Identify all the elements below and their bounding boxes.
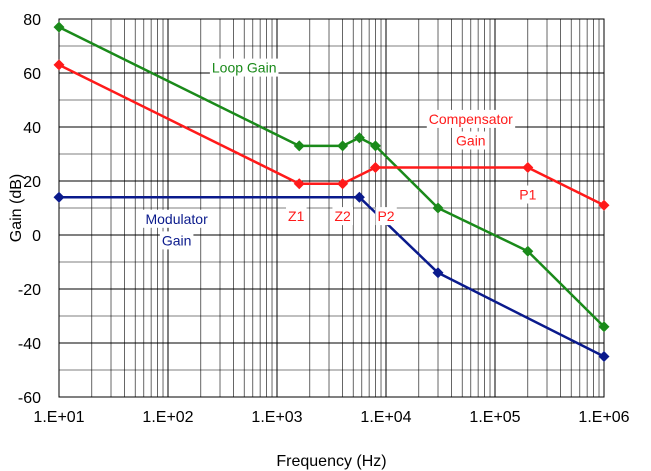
annotation-background [209, 58, 279, 77]
data-point-marker [598, 351, 610, 362]
x-tick-label: 1.E+01 [33, 409, 84, 426]
y-tick-label: -20 [18, 282, 41, 299]
annotation-label: Modulator [143, 209, 211, 228]
data-point-marker [432, 267, 444, 279]
series-compensator-gain [53, 59, 610, 211]
data-point-marker [293, 140, 305, 152]
annotation-label: Loop Gain [209, 58, 279, 77]
annotation-label: Gain [454, 131, 488, 150]
x-tick-label: 1.E+02 [142, 409, 193, 426]
series-modulator-gain [53, 191, 610, 362]
annotation-text: P1 [519, 187, 536, 203]
data-point-marker [369, 140, 381, 152]
y-tick-label: -60 [18, 390, 41, 407]
x-axis-title: Frequency (Hz) [276, 453, 386, 470]
annotation-text: Z1 [288, 208, 305, 224]
x-tick-label: 1.E+03 [251, 409, 302, 426]
annotation-text: Modulator [145, 211, 208, 227]
y-tick-label: 0 [32, 228, 41, 245]
y-axis-title: Gain (dB) [8, 174, 25, 242]
annotation-background [159, 231, 194, 250]
data-point-marker [598, 321, 610, 333]
data-point-marker [522, 162, 534, 173]
data-point-marker [53, 191, 65, 203]
series-line [58, 63, 605, 207]
data-point-marker [353, 132, 365, 144]
data-point-marker [522, 245, 534, 257]
annotation-text: Compensator [429, 111, 513, 127]
annotation-label: Z2 [332, 207, 354, 226]
annotation-label: P1 [517, 185, 539, 204]
annotation-layer: Loop Gain Compensator Gain Modulator Gain Z1 Z… [143, 58, 539, 250]
annotation-background [426, 109, 516, 128]
y-tick-label: 40 [23, 120, 41, 137]
annotation-background [286, 207, 307, 226]
annotation-label: Gain [159, 231, 194, 250]
data-point-marker [293, 178, 305, 190]
annotation-label: P2 [375, 207, 397, 226]
annotation-background [454, 131, 488, 150]
annotation-label: Z1 [286, 207, 307, 226]
annotation-text: Loop Gain [212, 60, 277, 76]
data-point-marker [598, 199, 610, 211]
data-point-marker [337, 140, 349, 152]
data-point-marker [432, 202, 444, 214]
data-point-marker [353, 191, 365, 203]
series-line [58, 25, 605, 328]
major-gridlines [58, 18, 605, 398]
annotation-text: Gain [162, 232, 192, 248]
annotation-background [332, 207, 354, 226]
x-tick-label: 1.E+05 [469, 409, 520, 426]
annotation-background [143, 209, 211, 228]
x-tick-label: 1.E+06 [578, 409, 629, 426]
annotation-text: P2 [377, 208, 394, 224]
data-point-marker [369, 162, 381, 173]
series-line [59, 195, 605, 358]
y-tick-labels: -60 -40 -20 0 20 40 60 80 [18, 12, 41, 407]
y-tick-label: 80 [23, 12, 41, 29]
annotation-background [517, 185, 539, 204]
x-tick-labels: 1.E+01 1.E+02 1.E+03 1.E+04 1.E+05 1.E+06 [33, 409, 629, 426]
data-point-marker [53, 21, 65, 33]
series-loop-gain [53, 21, 610, 333]
x-tick-label: 1.E+04 [360, 409, 411, 426]
annotation-text: Gain [456, 133, 486, 149]
series-layer [53, 21, 610, 362]
annotation-text: Z2 [334, 208, 351, 224]
annotation-label: Compensator [426, 109, 516, 128]
y-tick-label: -40 [18, 336, 41, 353]
data-point-marker [337, 178, 349, 190]
y-tick-label: 20 [23, 174, 41, 191]
y-tick-label: 60 [23, 66, 41, 83]
data-point-marker [53, 59, 65, 71]
annotation-background [375, 207, 397, 226]
